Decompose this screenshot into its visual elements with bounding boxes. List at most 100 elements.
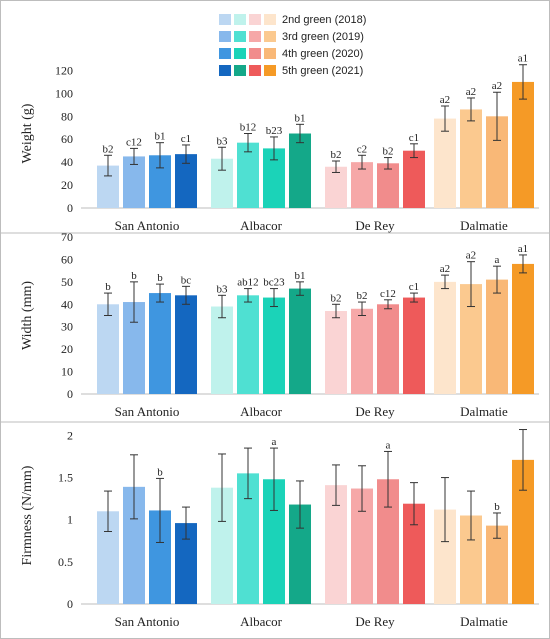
bar [175,154,197,208]
significance-label: c12 [126,136,142,148]
y-tick-label: 1 [67,513,73,527]
legend-swatch [219,31,231,42]
significance-label: b2 [383,146,394,158]
bar [149,293,171,394]
significance-label: a2 [466,250,476,262]
y-tick-label: 100 [55,86,73,100]
y-axis-title: Firmness (N/mm) [20,465,35,565]
bar [289,133,311,208]
legend-swatches [219,65,276,76]
significance-label: c1 [409,281,419,293]
bar [211,306,233,394]
significance-label: b [157,466,163,478]
bar [149,510,171,604]
significance-label: a2 [440,94,450,106]
legend-label: 5th green (2021) [282,64,364,77]
significance-label: b3 [217,283,229,295]
bar [351,488,373,604]
y-tick-label: 2 [67,428,73,442]
y-tick-label: 60 [61,252,73,266]
significance-label: b [131,270,137,282]
legend-swatch [219,14,231,25]
bar [434,281,456,394]
bar [325,485,347,604]
bar [263,479,285,604]
bar [512,263,534,394]
significance-label: c1 [181,133,191,145]
legend-entry: 5th green (2021) [219,62,419,79]
significance-label: a [272,436,277,448]
legend-swatches [219,48,276,59]
y-tick-label: 1.5 [58,471,73,485]
significance-label: a [495,254,500,266]
x-category-label: Dalmatie [460,218,508,233]
y-tick-label: 70 [61,230,73,244]
y-tick-label: 60 [61,132,73,146]
bar [377,163,399,208]
legend-swatch [234,48,246,59]
legend-label: 2nd green (2018) [282,13,367,26]
significance-label: a2 [466,86,476,98]
significance-label: b1 [155,131,166,143]
bar [403,503,425,604]
bar [263,297,285,394]
bar [149,155,171,208]
y-axis-title: Weight (g) [20,103,35,163]
bar [434,509,456,604]
significance-label: a [386,439,391,451]
bar [263,148,285,208]
x-category-label: De Rey [355,614,395,629]
bar [237,295,259,394]
significance-label: bc [181,274,192,286]
bar [123,156,145,208]
legend-swatches [219,14,276,25]
bar [237,142,259,208]
bar [403,297,425,394]
legend-entry: 3rd green (2019) [219,28,419,45]
bar [460,515,482,604]
x-category-label: De Rey [355,218,395,233]
legend-entry: 4th green (2020) [219,45,419,62]
y-tick-label: 0 [67,597,73,611]
legend-swatch [264,48,276,59]
significance-label: b2 [331,149,342,161]
y-tick-label: 80 [61,109,73,123]
bar [403,150,425,208]
y-axis-title: Width (mm) [20,281,35,350]
bar [512,81,534,208]
x-category-label: San Antonio [115,404,180,419]
bar [486,279,508,394]
legend-swatches [219,31,276,42]
bar [289,504,311,604]
bar [434,118,456,208]
legend-swatch [249,31,261,42]
y-tick-label: 40 [61,155,73,169]
legend-swatch [249,48,261,59]
bar [512,459,534,604]
x-category-label: Dalmatie [460,614,508,629]
significance-label: b2 [357,290,368,302]
significance-label: a1 [518,243,528,255]
y-tick-label: 10 [61,365,73,379]
significance-label: c2 [357,143,367,155]
legend-swatch [234,31,246,42]
legend: 2nd green (2018) 3rd green (2019) 4th gree… [219,11,419,79]
bar [123,302,145,394]
significance-label: b1 [295,270,306,282]
significance-label: b [157,272,163,284]
legend-swatch [264,14,276,25]
x-category-label: San Antonio [115,218,180,233]
significance-label: c1 [409,132,419,144]
legend-swatch [219,65,231,76]
legend-swatch [249,65,261,76]
x-category-label: Albacor [240,404,283,419]
bar [377,479,399,604]
bar [460,284,482,394]
y-tick-label: 0.5 [58,555,73,569]
legend-swatch [234,14,246,25]
x-category-label: San Antonio [115,614,180,629]
bar [325,166,347,208]
significance-label: b2 [331,292,342,304]
